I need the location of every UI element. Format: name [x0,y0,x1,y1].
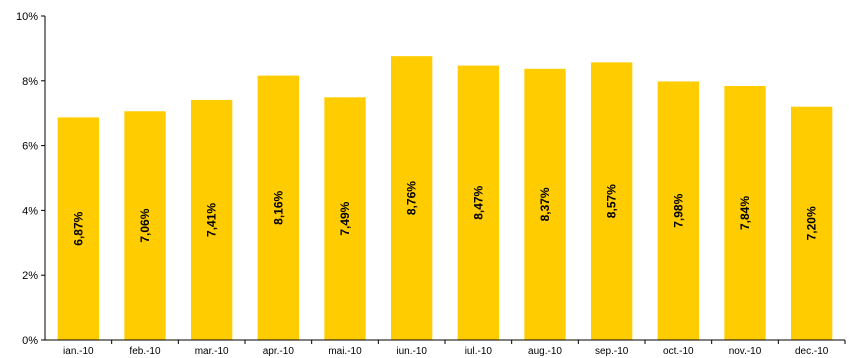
bar [791,106,833,340]
bar [391,56,433,341]
data-label: 7,06% [138,208,152,242]
x-tick-label: dec.-10 [795,346,829,357]
y-tick-label: 4% [22,205,38,217]
data-label: 6,87% [71,211,85,245]
data-label: 8,16% [271,190,285,224]
data-label: 7,41% [205,203,219,237]
x-tick-label: sep.-10 [595,346,629,357]
x-tick-label: aug.-10 [528,346,562,357]
bar [191,99,233,340]
bar [524,68,566,340]
data-label: 7,84% [738,196,752,230]
y-tick-label: 6% [22,141,38,153]
x-tick-label: apr.-10 [263,346,295,357]
data-label: 7,20% [805,206,819,240]
bar [57,117,99,340]
x-tick-label: mar.-10 [195,346,229,357]
y-axis: 0% 2% 4% 6% 8% 10% [16,11,46,347]
data-label: 7,98% [671,193,685,227]
bar [257,75,299,340]
bar [724,85,766,340]
y-tick-label: 0% [22,335,38,347]
x-tick-label: mai.-10 [328,346,362,357]
bars: 6,87% 7,06% 7,41% 8,16% 7,49% 8,76% 8,47% 8,37%… [57,56,833,341]
x-tick-label: nov.-10 [729,346,762,357]
x-tick-label: iun.-10 [396,346,427,357]
bar [457,65,499,341]
data-label: 8,57% [605,184,619,218]
data-label: 8,76% [405,181,419,215]
x-tick-label: feb.-10 [129,346,161,357]
bar [124,111,166,340]
data-label: 7,49% [338,201,352,235]
x-axis: ian.-10 feb.-10 mar.-10 apr.-10 mai.-10 iun.-… [45,339,846,357]
bar [591,62,633,340]
bar [657,81,699,340]
x-tick-label: iul.-10 [465,346,493,357]
y-tick-label: 8% [22,76,38,88]
x-tick-label: oct.-10 [663,346,694,357]
bar [324,97,366,340]
y-tick-label: 10% [16,11,38,23]
data-label: 8,47% [471,185,485,219]
y-tick-label: 2% [22,270,38,282]
x-tick-label: ian.-10 [63,346,94,357]
data-label: 8,37% [538,187,552,221]
